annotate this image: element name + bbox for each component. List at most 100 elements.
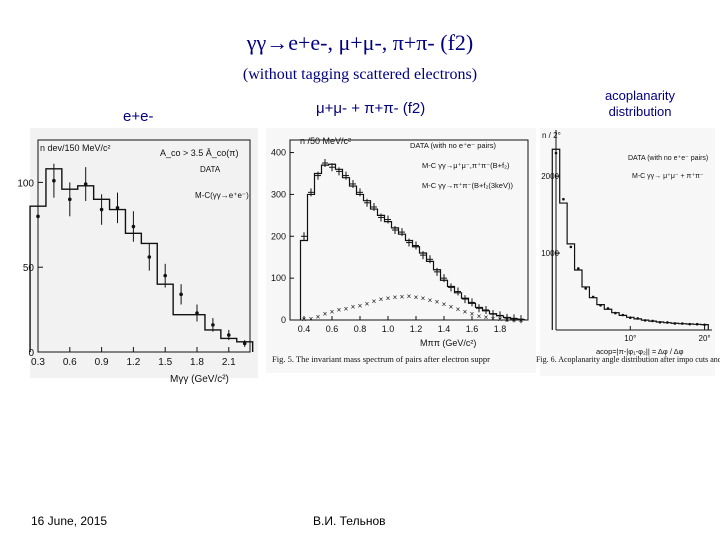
ee-data-point <box>195 311 199 315</box>
mumu-pipi-marker: × <box>400 293 405 302</box>
mumu-xlabel: Mππ (GeV/c²) <box>420 338 476 348</box>
ee-xtick-label: 1.8 <box>190 357 204 368</box>
acop-data-point <box>584 287 588 290</box>
mumu-ytick-label: 400 <box>271 148 286 158</box>
slide-title: γγ→e+e-, μ+μ-, π+π- (f2) <box>246 30 474 55</box>
ee-xtick-label: 0.3 <box>31 357 45 368</box>
acop-xlabel: acop=|π-|φ₁-φ₂|| = Δφ / Δφ <box>596 347 684 356</box>
mumu-ytick-label: 100 <box>271 273 286 283</box>
mumu-pipi-marker: × <box>330 308 335 317</box>
mumu-pipi-marker: × <box>498 315 503 324</box>
mumu-pipi-marker: × <box>442 300 447 309</box>
acop-data-point <box>606 307 610 310</box>
mumu-legend-mc-pipi: M-C γγ→π⁺π⁻(B+f₂(3keV)) <box>422 181 513 190</box>
mumu-pipi-marker: × <box>421 294 426 303</box>
mumu-xtick-label: 1.6 <box>466 324 479 334</box>
mumu-ytick-label: 0 <box>281 315 286 325</box>
acop-ytick-label: 1000 <box>541 249 559 258</box>
acop-data-point <box>695 322 699 326</box>
footer-author: В.И. Тельнов <box>313 514 386 528</box>
acop-caption: Fig. 6. Acoplanarity angle distribution … <box>536 355 720 364</box>
acop-ylabel: n / 2° <box>542 131 561 140</box>
mumu-xtick-label: 1.8 <box>494 324 507 334</box>
mumu-pipi-marker: × <box>386 294 391 303</box>
mumu-pipi-marker: × <box>519 316 524 325</box>
ee-data-point <box>131 224 136 229</box>
mumu-pipi-marker: × <box>393 293 398 302</box>
mumu-pipi-marker: × <box>449 303 454 312</box>
ee-plot-background <box>30 128 258 378</box>
ee-data-point <box>242 341 247 346</box>
ee-legend-data: DATA <box>200 165 221 174</box>
ee-xlabel: Mγγ (GeV/c²) <box>170 374 229 385</box>
mumu-plot-frame <box>289 139 529 321</box>
acop-data-point <box>621 313 625 317</box>
acop-data-point <box>562 197 565 201</box>
ee-data-point <box>179 292 183 297</box>
acop-data-point <box>636 317 640 320</box>
acop-data-point <box>658 321 662 324</box>
acop-data-point <box>554 151 558 155</box>
ee-data-point <box>83 182 88 186</box>
acop-data-point <box>703 323 706 327</box>
ee-data-point <box>115 206 120 210</box>
mumu-pipi-marker: × <box>365 299 370 308</box>
mumu-pipi-marker: × <box>407 292 412 301</box>
mumu-pipi-marker: × <box>372 297 377 306</box>
mumu-mc-histogram <box>299 163 526 321</box>
acop-data-point <box>688 322 692 326</box>
mumu-pipi-marker: × <box>358 301 363 310</box>
acoplanarity-note: acoplanarity distribution <box>604 88 676 119</box>
ee-ylabel: n dev/150 MeV/c² <box>40 143 111 153</box>
ee-ytick-label: 100 <box>17 178 34 189</box>
acop-xtick-label: 10° <box>624 334 636 343</box>
footer-date: 16 June, 2015 <box>31 514 108 528</box>
mumu-pipi-panel-label: μ+μ- + π+π- (f2) <box>316 100 426 117</box>
ee-data-point <box>68 197 72 202</box>
acop-data-point <box>576 267 580 270</box>
ee-xtick-label: 2.1 <box>222 357 236 368</box>
mumu-pipi-marker: × <box>351 303 356 312</box>
ee-data-point <box>147 255 152 259</box>
ee-cut-label: A_co > 3.5 Ā_co(π) <box>160 148 239 158</box>
acop-xtick-label: 20° <box>699 334 711 343</box>
ee-ytick-label: 0 <box>28 348 34 359</box>
mumu-pipi-marker: × <box>456 305 461 314</box>
acop-ytick-label: 2000 <box>541 172 559 181</box>
ee-legend-mc: M-C(γγ→e⁺e⁻) <box>195 191 249 200</box>
ee-data-point <box>227 333 231 337</box>
mumu-caption: Fig. 5. The invariant mass spectrum of p… <box>272 354 490 364</box>
mumu-pipi-marker: × <box>477 312 482 321</box>
mumu-pipi-marker: × <box>379 295 384 304</box>
mumu-legend-data: DATA (with no e⁺e⁻ pairs) <box>410 141 497 150</box>
ee-mc-histogram <box>29 168 254 352</box>
mumu-pipi-marker: × <box>309 314 314 323</box>
acop-data-point <box>599 304 602 307</box>
ee-xtick-label: 1.5 <box>158 357 172 368</box>
mumu-plot-background <box>266 128 536 373</box>
ee-data-point <box>36 214 40 219</box>
mumu-legend-mc-total: M-C γγ→μ⁺μ⁻,π⁺π⁻(B+f₂) <box>422 161 510 170</box>
mumu-xtick-label: 0.8 <box>354 324 367 334</box>
mumu-pipi-marker: × <box>428 296 433 305</box>
mumu-xtick-label: 1.4 <box>438 324 451 334</box>
mumu-ytick-label: 200 <box>271 231 286 241</box>
acop-data-point <box>651 319 654 323</box>
acop-data-point <box>569 245 573 249</box>
mumu-pipi-marker: × <box>435 298 440 307</box>
mumu-pipi-marker: × <box>323 310 328 319</box>
ee-xtick-label: 0.9 <box>95 357 109 368</box>
ee-data-point <box>211 323 215 327</box>
mumu-ytick-label: 300 <box>271 189 286 199</box>
mumu-pipi-marker: × <box>505 316 510 325</box>
mumu-ylabel: n /50 MeV/c² <box>300 136 351 146</box>
acop-data-point <box>591 295 595 299</box>
acop-data-point <box>666 321 669 324</box>
ee-panel-label: e+e- <box>123 108 154 125</box>
ee-xtick-label: 0.6 <box>63 357 77 368</box>
acop-data-point <box>643 319 647 322</box>
acop-legend-mc: M-C γγ→ μ⁺μ⁻ + π⁺π⁻ <box>632 173 704 180</box>
mumu-xtick-label: 0.6 <box>326 324 339 334</box>
ee-data-point <box>163 273 167 278</box>
